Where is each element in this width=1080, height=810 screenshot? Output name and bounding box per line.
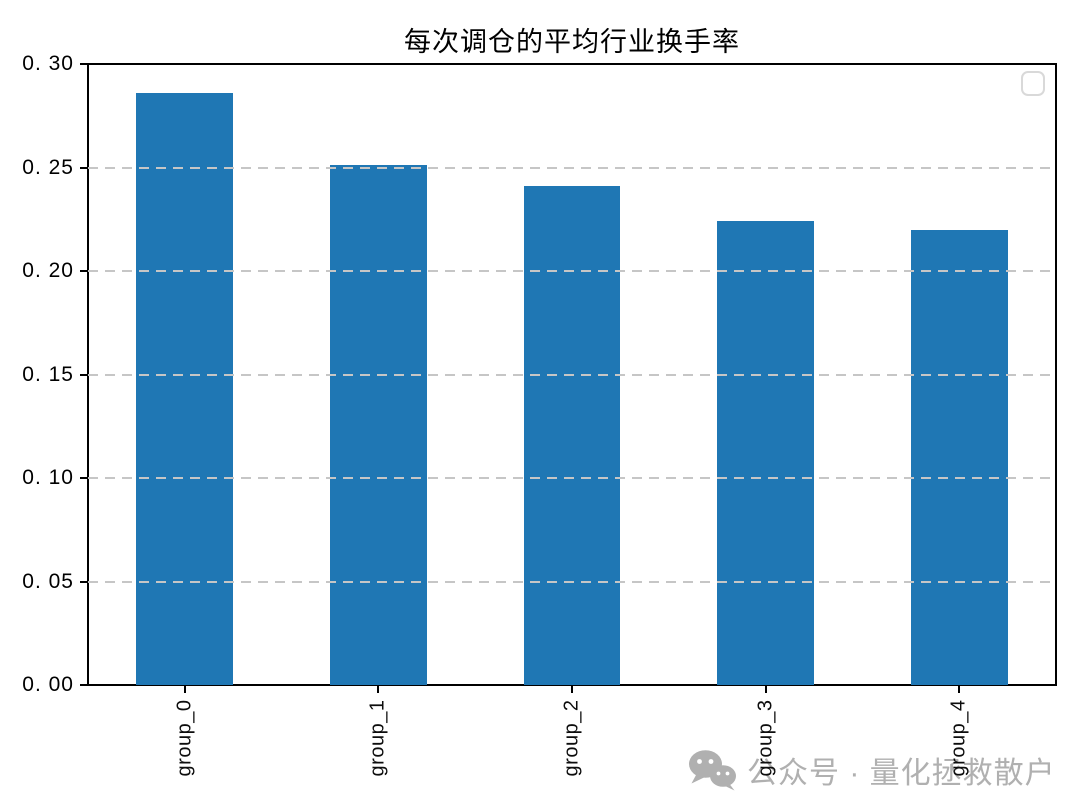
gridline [88, 373, 1056, 376]
bar-group_0 [136, 92, 234, 685]
gridline [88, 580, 1056, 583]
x-tick-mark [571, 685, 573, 693]
watermark-text: 公众号 · 量化拯救散户 [747, 757, 1056, 790]
bar-group_1 [330, 165, 427, 685]
bar-group_3 [717, 221, 814, 685]
x-tick-label: group_0 [173, 699, 196, 777]
y-tick-mark [80, 477, 88, 479]
x-tick-label: group_2 [560, 699, 583, 777]
bar-group_2 [523, 186, 621, 685]
y-tick-label: 0. 15 [22, 362, 74, 386]
x-tick-label: group_3 [754, 699, 777, 777]
x-tick-mark [183, 685, 186, 693]
y-tick-mark [80, 270, 88, 272]
y-tick-label: 0. 00 [22, 673, 74, 696]
y-tick-label: 0. 20 [22, 259, 74, 282]
x-tick-mark [958, 685, 961, 693]
y-tick-mark [80, 580, 88, 583]
wechat-icon [689, 750, 736, 791]
y-tick-mark [80, 684, 88, 686]
gridline [88, 270, 1056, 272]
y-tick-mark [80, 166, 88, 169]
x-tick-mark [377, 685, 380, 693]
y-tick-label: 0. 10 [22, 466, 74, 489]
bar-group_4 [910, 229, 1008, 685]
x-tick-label: group_4 [947, 699, 970, 777]
y-tick-label: 0. 25 [22, 155, 74, 179]
chart-title: 每次调仓的平均行业换手率 [404, 27, 740, 57]
watermark: 公众号 · 量化拯救散户 [688, 747, 1056, 793]
x-tick-mark [764, 685, 767, 693]
gridline [88, 166, 1056, 169]
y-tick-label: 0. 30 [22, 52, 74, 75]
x-tick-label: group_1 [366, 699, 389, 777]
y-tick-mark [80, 63, 88, 65]
y-tick-mark [80, 373, 88, 376]
gridline [88, 477, 1056, 479]
y-tick-label: 0. 05 [22, 569, 74, 593]
legend-box [1021, 71, 1045, 96]
